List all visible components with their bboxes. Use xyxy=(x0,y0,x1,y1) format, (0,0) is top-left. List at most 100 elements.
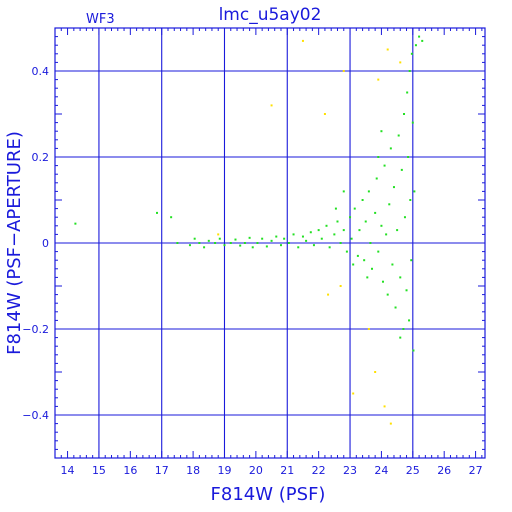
data-point xyxy=(381,280,384,283)
data-point xyxy=(388,203,391,206)
data-point xyxy=(333,233,336,236)
data-point xyxy=(203,246,206,249)
data-point xyxy=(406,91,409,94)
data-point xyxy=(407,156,410,158)
data-point xyxy=(328,246,331,249)
grid xyxy=(55,28,485,458)
data-point xyxy=(383,405,386,408)
data-point xyxy=(283,237,286,240)
data-point xyxy=(325,224,328,227)
data-point xyxy=(234,238,237,241)
panel-label: WF3 xyxy=(86,12,115,27)
data-point xyxy=(297,246,300,249)
x-tick-label: 20 xyxy=(249,464,263,477)
data-point xyxy=(352,392,355,395)
data-point xyxy=(327,293,330,296)
data-point xyxy=(323,113,326,115)
data-point xyxy=(413,190,416,193)
data-point xyxy=(339,242,342,244)
data-point xyxy=(402,328,405,330)
data-point xyxy=(275,235,278,238)
data-point xyxy=(352,263,355,266)
data-point xyxy=(410,52,413,55)
data-point xyxy=(287,242,290,244)
data-point xyxy=(371,267,374,270)
data-point xyxy=(342,70,345,72)
data-point xyxy=(418,35,421,38)
chart-title: lmc_u5ay02 xyxy=(219,5,322,25)
data-point xyxy=(399,336,402,339)
y-tick-label: 0.4 xyxy=(32,65,50,78)
x-tick-label: 23 xyxy=(343,464,357,477)
data-point xyxy=(385,233,388,236)
data-point xyxy=(377,78,380,81)
data-point xyxy=(309,231,312,234)
data-point xyxy=(394,306,397,309)
data-point xyxy=(374,371,377,373)
data-point xyxy=(218,237,221,240)
data-point xyxy=(156,211,159,214)
data-point xyxy=(292,233,295,236)
data-point xyxy=(243,242,246,244)
data-point xyxy=(74,222,77,225)
x-tick-label: 19 xyxy=(217,464,231,477)
data-point xyxy=(207,239,210,242)
data-point xyxy=(261,237,264,240)
x-tick-label: 14 xyxy=(61,464,75,477)
data-point xyxy=(279,244,282,247)
data-point xyxy=(380,130,383,133)
data-point xyxy=(217,233,220,236)
data-point xyxy=(349,216,352,219)
data-point xyxy=(342,190,345,193)
x-tick-labels: 14 15 16 17 18 19 20 21 22 23 24 25 26 27 xyxy=(61,464,483,477)
x-tick-label: 24 xyxy=(374,464,388,477)
data-point xyxy=(193,237,196,240)
data-point xyxy=(386,48,389,51)
data-point xyxy=(412,349,415,352)
data-point xyxy=(403,113,406,115)
data-point xyxy=(188,244,191,247)
data-point xyxy=(391,263,394,266)
axis-ticks xyxy=(54,27,485,459)
y-tick-label: −0.4 xyxy=(22,409,49,422)
data-point xyxy=(358,229,361,232)
data-point xyxy=(367,328,370,330)
data-point xyxy=(361,199,364,201)
x-tick-label: 27 xyxy=(469,464,483,477)
data-point xyxy=(251,246,254,249)
data-point xyxy=(389,147,392,150)
data-point xyxy=(270,104,273,107)
data-point xyxy=(239,244,242,247)
y-tick-label: 0 xyxy=(42,237,49,250)
data-point xyxy=(403,216,406,219)
y-axis-label: F814W (PSF−APERTURE) xyxy=(4,131,25,355)
data-point xyxy=(198,242,201,244)
data-point xyxy=(408,319,411,322)
data-point xyxy=(170,216,173,219)
data-point xyxy=(345,250,348,253)
data-point xyxy=(350,237,353,240)
data-point xyxy=(414,44,417,47)
x-tick-label: 17 xyxy=(155,464,169,477)
data-point xyxy=(392,186,395,189)
data-point xyxy=(375,177,378,180)
x-tick-label: 25 xyxy=(406,464,420,477)
data-point xyxy=(409,199,412,201)
data-point xyxy=(396,229,399,232)
data-point xyxy=(356,254,359,257)
data-point xyxy=(223,244,226,247)
data-point xyxy=(374,211,377,214)
x-tick-label: 26 xyxy=(437,464,451,477)
data-point xyxy=(405,289,408,292)
data-point xyxy=(320,237,323,240)
data-points xyxy=(74,35,424,425)
data-point xyxy=(383,164,386,167)
data-point xyxy=(366,276,369,279)
data-point xyxy=(369,242,372,244)
data-point xyxy=(377,250,380,253)
x-tick-label: 15 xyxy=(92,464,106,477)
data-point xyxy=(411,121,414,124)
data-point xyxy=(367,190,370,193)
data-point xyxy=(229,242,232,244)
